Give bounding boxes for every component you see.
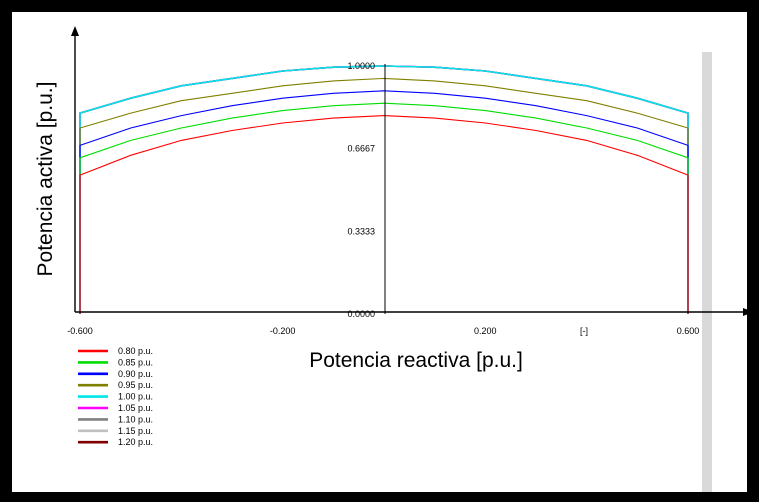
legend-label: 0.80 p.u. — [118, 346, 153, 356]
pq-capability-chart: -0.600 -0.200 0.200 0.600 0.0000 0.3333 0.666… — [34, 26, 747, 492]
legend-label: 1.00 p.u. — [118, 392, 153, 402]
legend-label: 1.15 p.u. — [118, 426, 153, 436]
curve-080 — [79, 115, 689, 314]
y-tick-label: 0.3333 — [347, 226, 375, 236]
chart-frame: -0.600 -0.200 0.200 0.600 0.0000 0.3333 0.666… — [12, 12, 747, 492]
legend: 0.80 p.u.0.85 p.u. 0.90 p.u.0.95 p.u. 1.00… — [78, 346, 153, 447]
legend-label: 1.10 p.u. — [118, 414, 153, 424]
curve-095 — [79, 77, 689, 314]
x-tick-label: 0.200 — [474, 326, 497, 336]
x-unit-label: [-] — [580, 326, 588, 336]
legend-label: 0.85 p.u. — [118, 357, 153, 367]
panel-shadow — [702, 52, 712, 492]
curve-100 — [79, 65, 689, 314]
x-tick-labels: -0.600 -0.200 0.200 0.600 — [67, 326, 699, 336]
x-tick-label: -0.600 — [67, 326, 93, 336]
y-tick-label: 1.0000 — [347, 61, 375, 71]
x-axis-arrowhead — [743, 308, 747, 316]
y-tick-labels: 0.0000 0.3333 0.6667 1.0000 — [347, 61, 375, 319]
y-tick-label: 0.0000 — [347, 309, 375, 319]
curve-090 — [79, 90, 689, 314]
curves-group — [79, 65, 689, 314]
legend-label: 0.90 p.u. — [118, 369, 153, 379]
legend-label: 1.05 p.u. — [118, 403, 153, 413]
legend-label: 0.95 p.u. — [118, 380, 153, 390]
x-axis-title: Potencia reactiva [p.u.] — [309, 349, 523, 372]
curve-085 — [79, 102, 689, 314]
x-tick-label: 0.600 — [677, 326, 700, 336]
y-axis-arrowhead — [71, 26, 79, 36]
y-tick-label: 0.6667 — [347, 144, 375, 154]
x-tick-label: -0.200 — [270, 326, 296, 336]
legend-label: 1.20 p.u. — [118, 437, 153, 447]
y-axis-title: Potencia activa [p.u.] — [34, 82, 57, 277]
